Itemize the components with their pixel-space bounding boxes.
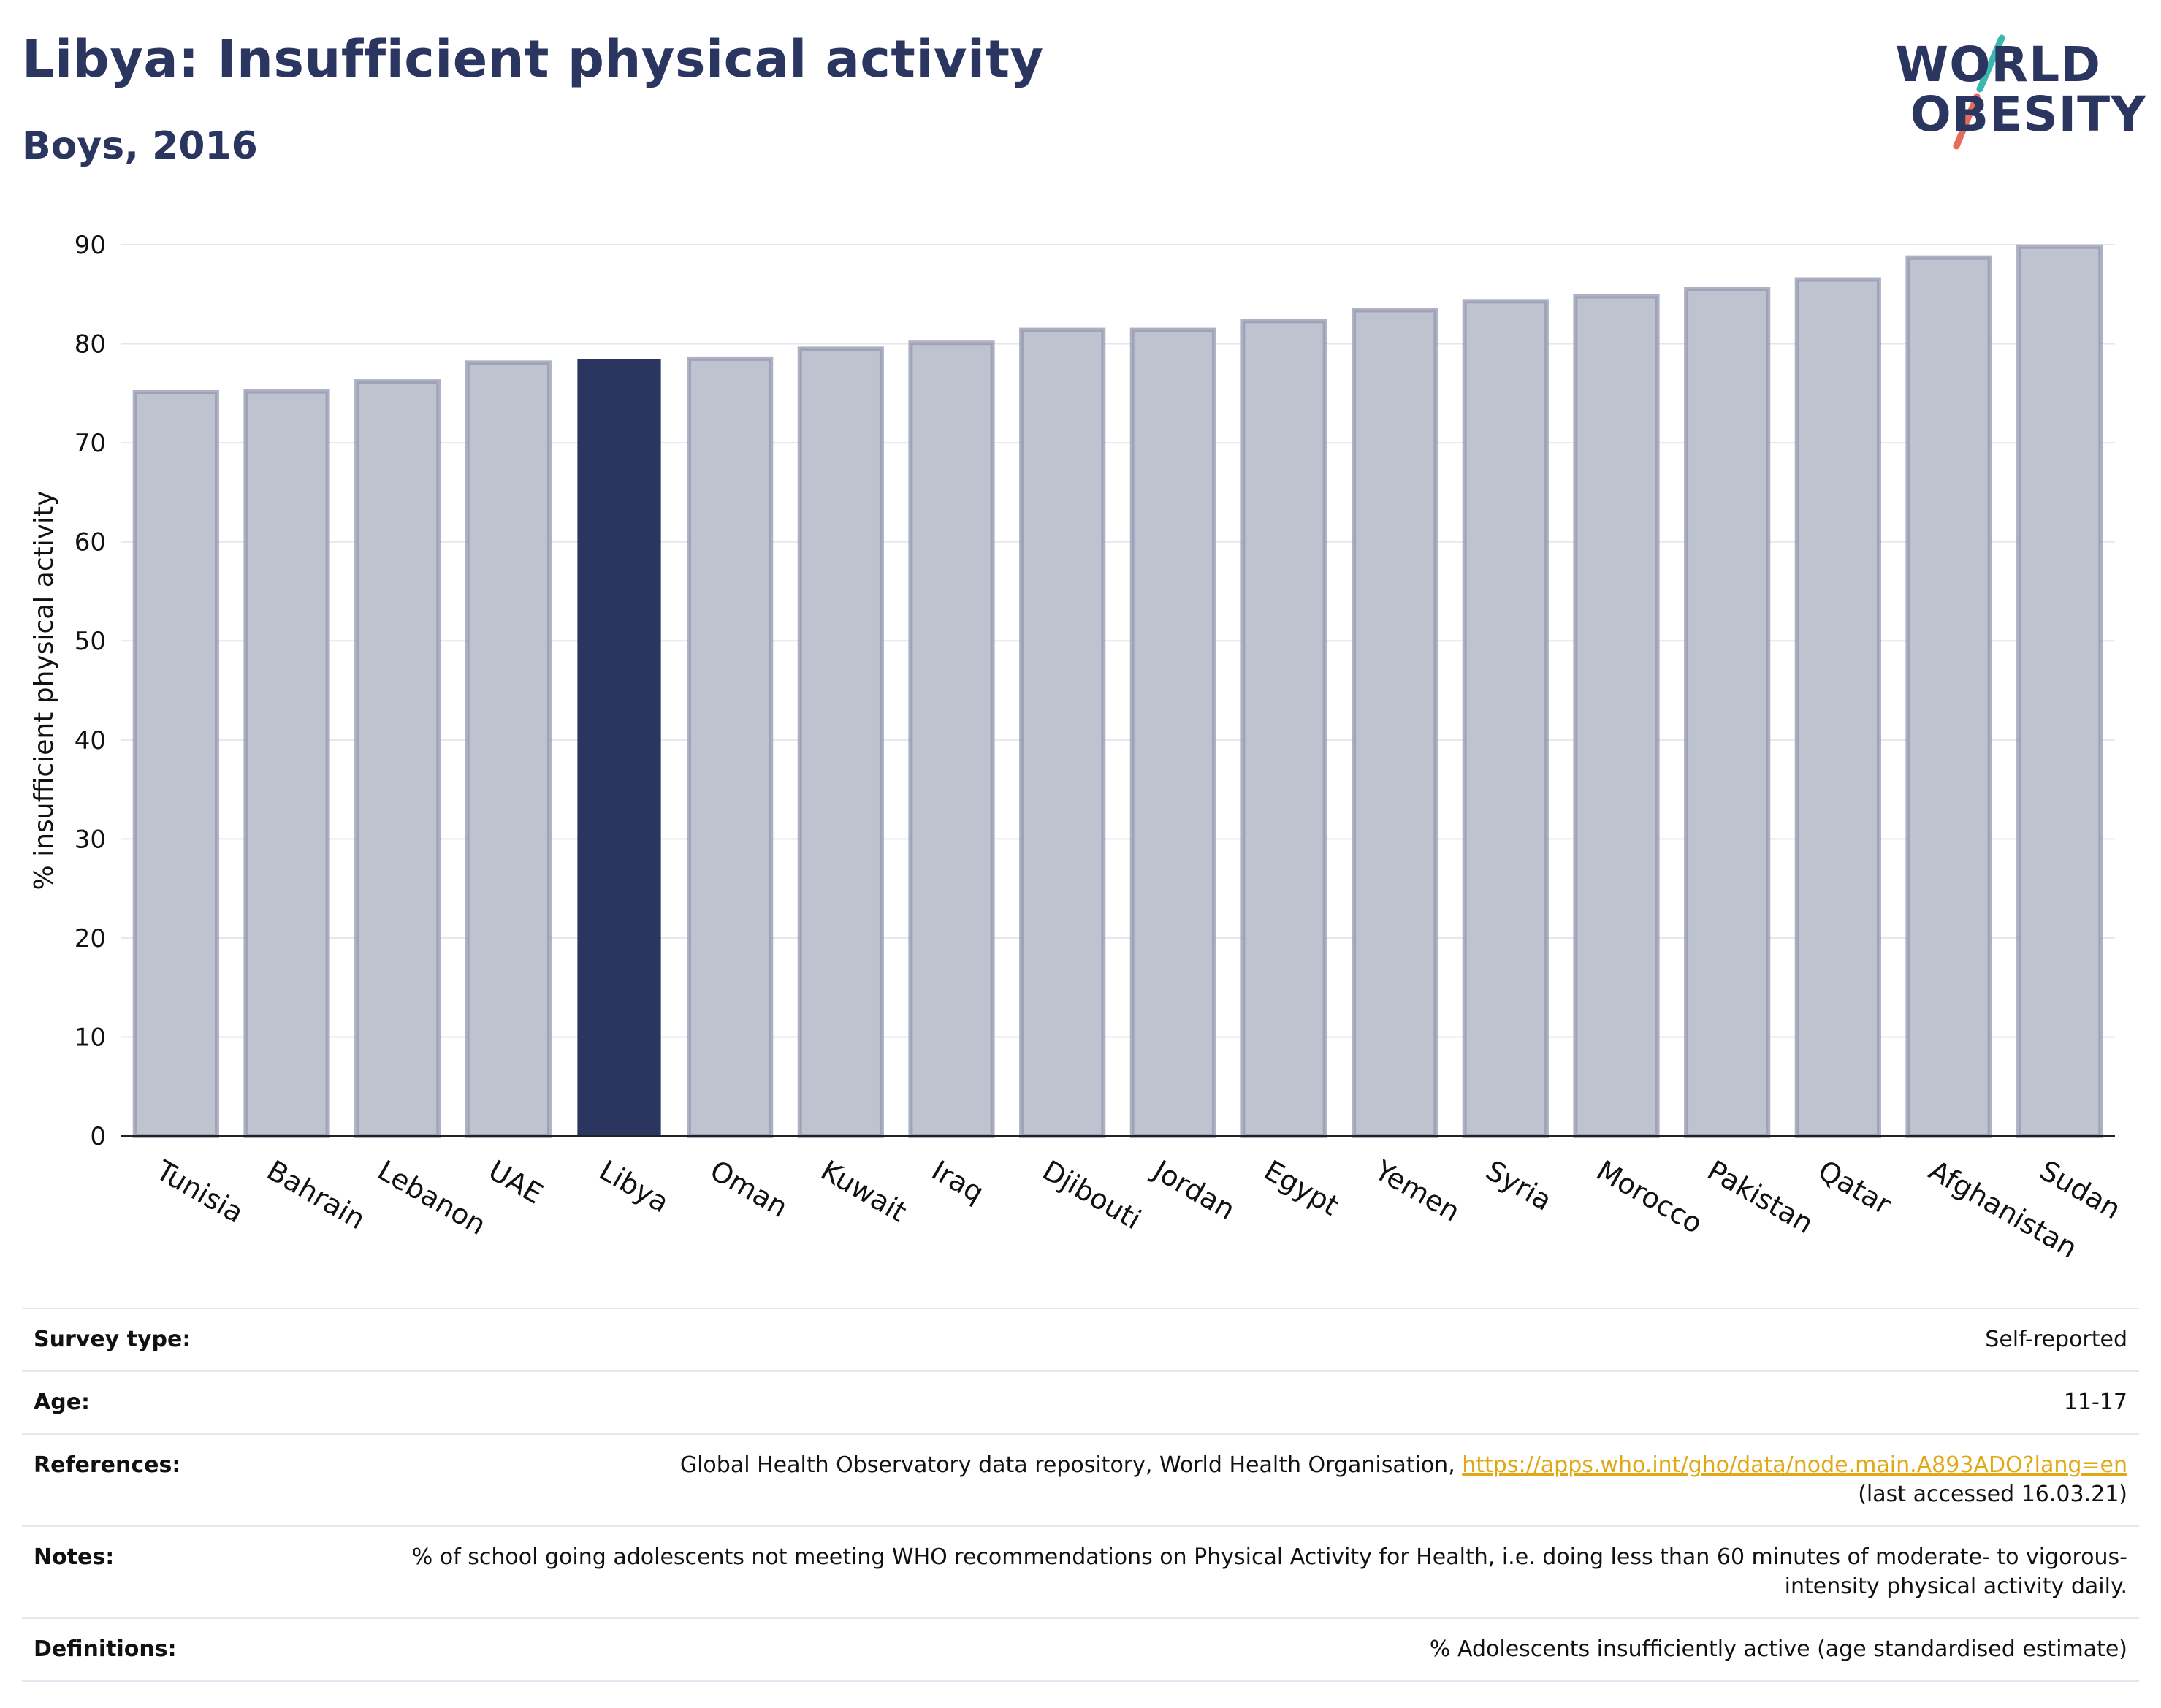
x-tick-label: Libya: [594, 1154, 674, 1219]
bar-tunisia: [132, 389, 219, 1138]
x-tick-label: Tunisia: [150, 1154, 248, 1229]
y-tick-label: 0: [90, 1122, 106, 1151]
references-label: References:: [22, 1433, 352, 1526]
references-text: Global Health Observatory data repositor…: [679, 1452, 1463, 1478]
logo-line-2: OBESITY: [1910, 86, 2146, 142]
x-tick-label: Iraq: [926, 1154, 989, 1209]
bar-djibouti: [1019, 327, 1106, 1139]
y-tick-label: 20: [75, 924, 106, 953]
x-tick-label: Pakistan: [1702, 1154, 1819, 1240]
x-tick-label: Bahrain: [262, 1154, 370, 1236]
x-tick-label: Morocco: [1591, 1154, 1708, 1240]
notes-label: Notes:: [22, 1525, 352, 1618]
x-tick-label: Jordan: [1147, 1154, 1240, 1227]
notes-value: % of school going adolescents not meetin…: [352, 1525, 2139, 1618]
bar-iraq: [908, 340, 995, 1139]
y-axis-ticks: 0 10 20 30 40 50 60 70 80 90: [75, 231, 106, 1151]
y-tick-label: 30: [75, 825, 106, 854]
bar-chart: 0 10 20 30 40 50 60 70 80 90 Tunisia Bahrain Lebano…: [29, 231, 2126, 1257]
bar-qatar: [1794, 277, 1881, 1138]
survey-type-value: Self-reported: [352, 1308, 2139, 1371]
meta-row-definitions: Definitions: % Adolescents insufficientl…: [22, 1617, 2139, 1682]
meta-row-notes: Notes: % of school going adolescents not…: [22, 1525, 2139, 1618]
bar-afghanistan: [1905, 255, 1992, 1139]
x-tick-label: Syria: [1480, 1154, 1557, 1217]
x-tick-label: Sudan: [2035, 1154, 2127, 1226]
x-tick-label: Yemen: [1369, 1154, 1466, 1228]
age-value: 11-17: [352, 1370, 2139, 1434]
logo-slash-icon: [1953, 34, 2005, 150]
references-accessed: (last accessed 16.03.21): [1858, 1482, 2127, 1507]
bar-oman: [687, 356, 774, 1138]
y-axis-label: % insufficient physical activity: [29, 491, 59, 891]
x-tick-label: Qatar: [1813, 1154, 1897, 1221]
gridlines: [121, 244, 2115, 1038]
meta-row-survey-type: Survey type: Self-reported: [22, 1308, 2139, 1371]
y-tick-label: 50: [75, 627, 106, 656]
x-tick-label: Lebanon: [373, 1154, 492, 1241]
bar-uae: [465, 360, 552, 1138]
bar-yemen: [1352, 308, 1438, 1138]
metadata-table: Survey type: Self-reported Age: 11-17 Re…: [22, 1308, 2139, 1682]
bars: [132, 244, 2103, 1139]
x-tick-label: Egypt: [1259, 1154, 1344, 1222]
y-tick-label: 70: [75, 429, 106, 458]
y-tick-label: 80: [75, 330, 106, 359]
bar-jordan: [1129, 327, 1216, 1139]
x-tick-label: UAE: [483, 1154, 548, 1211]
logo-line-1: WORLD: [1895, 37, 2101, 93]
bar-kuwait: [797, 346, 884, 1138]
definitions-label: Definitions:: [22, 1617, 352, 1682]
world-obesity-logo: WORLD OBESITY: [1895, 22, 2146, 153]
chart-title: Libya: Insufficient physical activity: [22, 29, 1044, 89]
age-label: Age:: [22, 1370, 352, 1434]
bar-egypt: [1240, 319, 1327, 1138]
meta-row-references: References: Global Health Observatory da…: [22, 1433, 2139, 1526]
y-tick-label: 90: [75, 231, 106, 260]
x-tick-label: Djibouti: [1037, 1154, 1147, 1236]
bar-syria: [1462, 299, 1549, 1138]
bar-libya: [577, 359, 661, 1137]
references-link[interactable]: https://apps.who.int/gho/data/node.main.…: [1462, 1452, 2127, 1478]
bar-pakistan: [1684, 287, 1771, 1138]
meta-row-age: Age: 11-17: [22, 1370, 2139, 1434]
bar-sudan: [2016, 244, 2103, 1139]
x-tick-label: Kuwait: [815, 1154, 912, 1229]
references-value: Global Health Observatory data repositor…: [352, 1433, 2139, 1526]
survey-type-label: Survey type:: [22, 1308, 352, 1371]
y-tick-label: 40: [75, 726, 106, 755]
bar-morocco: [1573, 294, 1660, 1138]
y-tick-label: 60: [75, 528, 106, 557]
bar-lebanon: [354, 379, 441, 1139]
chart-subtitle: Boys, 2016: [22, 124, 258, 168]
bar-bahrain: [243, 389, 330, 1139]
y-tick-label: 10: [75, 1023, 106, 1052]
x-tick-label: Oman: [705, 1154, 793, 1224]
definitions-value: % Adolescents insufficiently active (age…: [352, 1617, 2139, 1682]
